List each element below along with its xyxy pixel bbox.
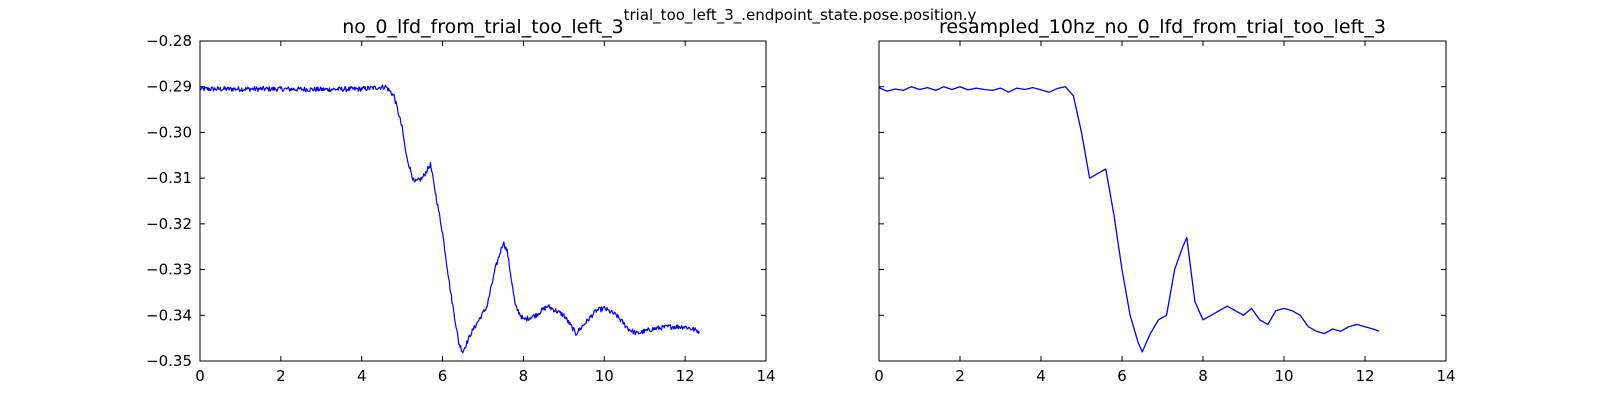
x-tick-label: 0 <box>195 367 205 385</box>
x-tick-label: 0 <box>874 367 884 385</box>
x-tick-label: 8 <box>1198 367 1208 385</box>
x-tick-label: 14 <box>756 367 775 385</box>
x-tick-label: 6 <box>438 367 448 385</box>
y-tick-label: −0.30 <box>146 123 192 141</box>
x-tick-label: 14 <box>1436 367 1455 385</box>
axes-frame <box>878 40 1447 362</box>
x-tick-label: 10 <box>1274 367 1293 385</box>
x-tick-label: 10 <box>595 367 614 385</box>
left-subplot: no_0_lfd_from_trial_too_left_3 0 2 4 6 8 10 12 1… <box>146 16 776 385</box>
x-tick-label: 8 <box>519 367 529 385</box>
y-tick-label: −0.32 <box>146 215 192 233</box>
x-tick-label: 12 <box>1355 367 1374 385</box>
y-tick-label: −0.33 <box>146 261 192 279</box>
x-tick-label: 2 <box>955 367 965 385</box>
x-tick-label: 12 <box>676 367 695 385</box>
series-line-0 <box>878 86 1380 353</box>
right-subplot: resampled_10hz_no_0_lfd_from_trial_too_l… <box>874 16 1455 385</box>
x-tick-label: 4 <box>1036 367 1046 385</box>
y-tick-label: −0.29 <box>146 78 192 96</box>
series-line-0 <box>199 84 700 354</box>
subplot-title: resampled_10hz_no_0_lfd_from_trial_too_l… <box>939 16 1386 38</box>
x-tick-label: 2 <box>276 367 286 385</box>
axes-frame <box>199 40 767 362</box>
figure-suptitle: trial_too_left_3_.endpoint_state.pose.po… <box>623 6 977 24</box>
x-tick-label: 6 <box>1117 367 1127 385</box>
y-tick-label: −0.31 <box>146 169 192 187</box>
y-tick-label: −0.35 <box>146 352 192 370</box>
subplot-title: no_0_lfd_from_trial_too_left_3 <box>342 16 624 38</box>
x-tick-label: 4 <box>357 367 367 385</box>
y-tick-label: −0.34 <box>146 306 192 324</box>
y-tick-label: −0.28 <box>146 32 192 50</box>
